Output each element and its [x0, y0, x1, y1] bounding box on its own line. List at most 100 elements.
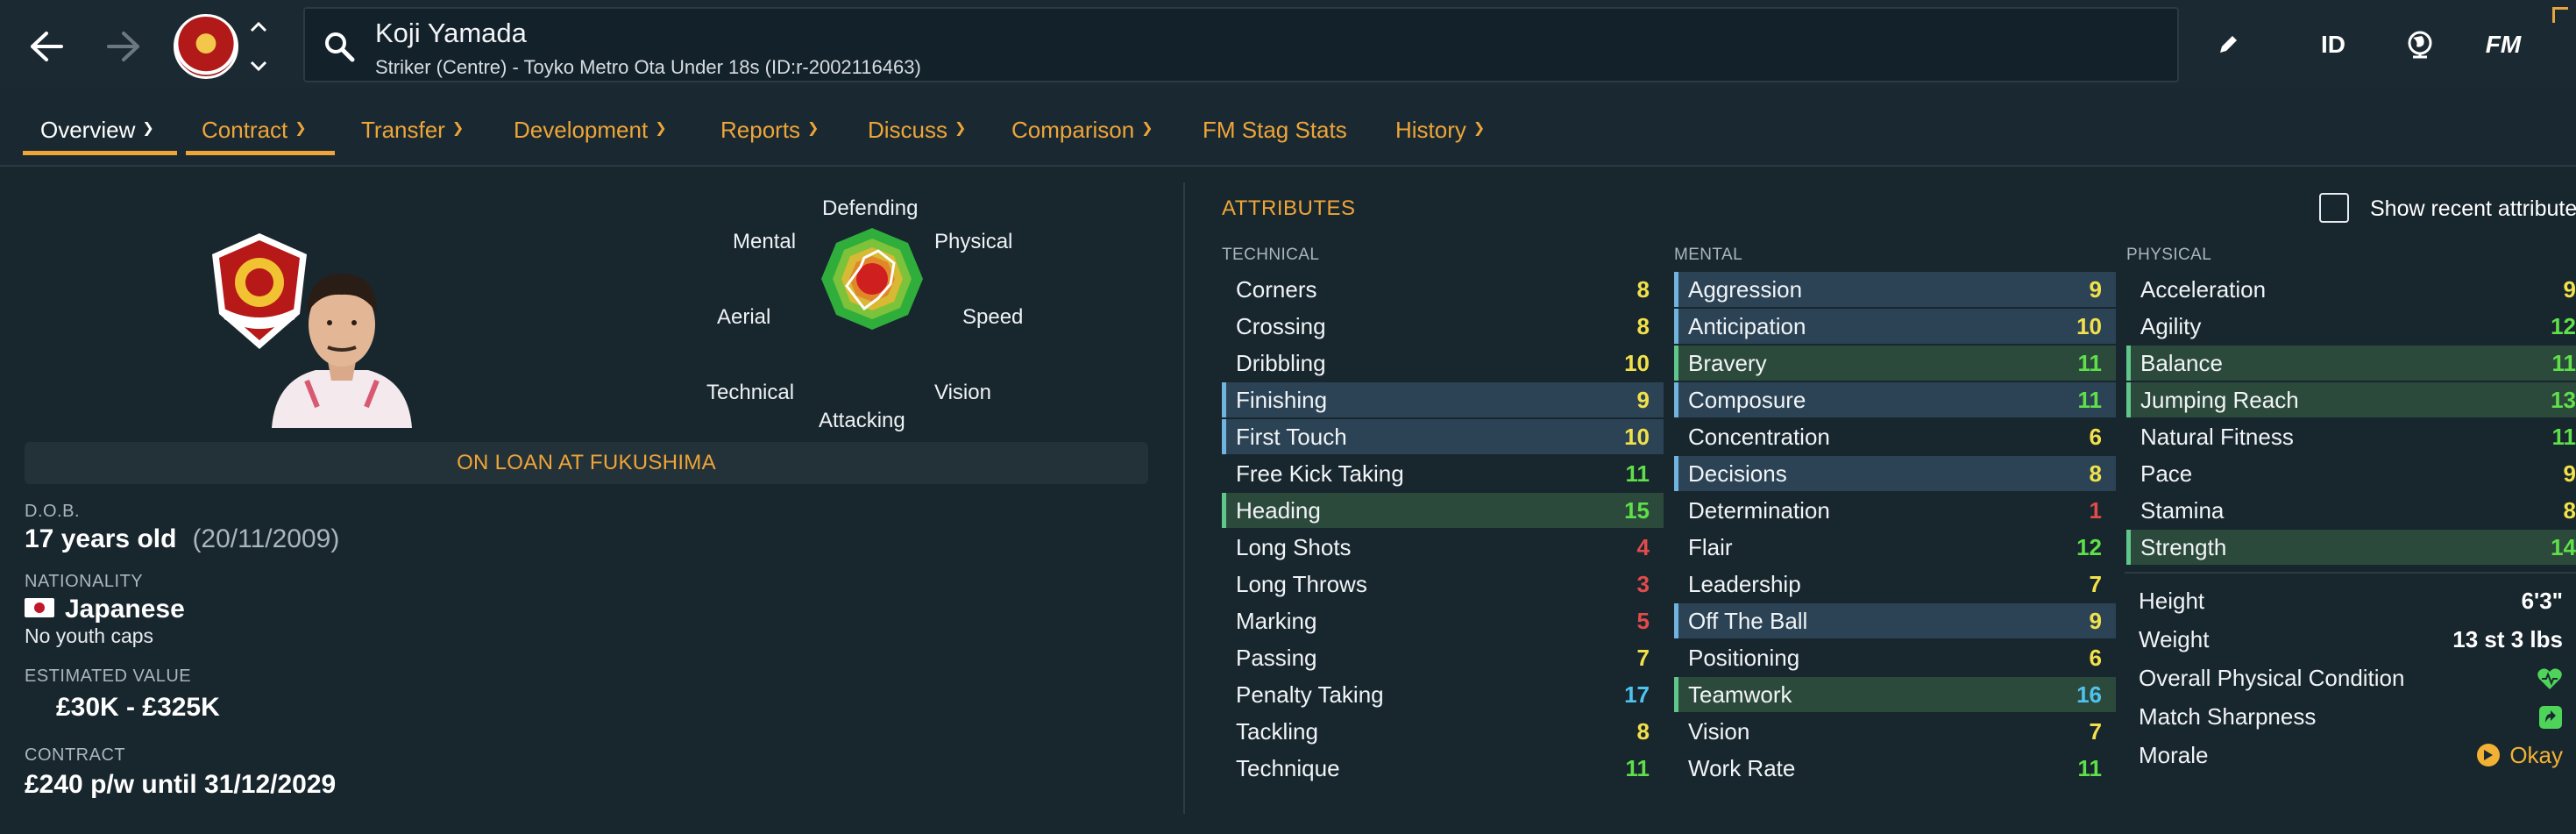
attribute-name: Bravery: [1688, 349, 1767, 376]
loan-status-banner[interactable]: ON LOAN AT FUKUSHIMA: [25, 442, 1148, 484]
attribute-row-long-throws[interactable]: Long Throws 3: [1222, 567, 1664, 602]
attribute-name: Natural Fitness: [2140, 423, 2294, 450]
value-label: ESTIMATED VALUE: [25, 666, 192, 686]
weight-label: Weight: [2139, 626, 2210, 652]
attribute-name: Leadership: [1688, 570, 1801, 597]
tab-development[interactable]: Development ❯: [514, 116, 667, 143]
tab-reports[interactable]: Reports ❯: [720, 116, 820, 143]
attribute-row-penalty-taking[interactable]: Penalty Taking 17: [1222, 677, 1664, 712]
attribute-value: 11: [1625, 754, 1650, 781]
dob-value: 17 years old (20/11/2009): [25, 524, 339, 554]
attribute-value: 11: [2551, 349, 2576, 376]
attribute-row-concentration[interactable]: Concentration 6: [1674, 419, 2116, 454]
attribute-value: 16: [2076, 681, 2102, 708]
attribute-row-teamwork[interactable]: Teamwork 16: [1674, 677, 2116, 712]
attribute-row-free-kick-taking[interactable]: Free Kick Taking 11: [1222, 456, 1664, 491]
player-name: Koji Yamada: [375, 18, 527, 48]
sharpness-row: Match Sharpness: [2125, 698, 2563, 733]
player-overview-panel: Defending Physical Speed Vision Attackin…: [0, 168, 1174, 817]
attribute-row-marking[interactable]: Marking 5: [1222, 603, 1664, 638]
attribute-name: Balance: [2140, 349, 2223, 376]
nationality-value[interactable]: Japanese: [25, 595, 185, 624]
attribute-row-tackling[interactable]: Tackling 8: [1222, 714, 1664, 749]
attribute-row-natural-fitness[interactable]: Natural Fitness 11: [2126, 419, 2576, 454]
sharpness-icon: [2539, 706, 2562, 729]
attribute-name: Pace: [2140, 460, 2193, 487]
attribute-row-bravery[interactable]: Bravery 11: [1674, 346, 2116, 381]
attribute-value: 1: [2089, 496, 2102, 524]
tab-underline: [186, 151, 335, 155]
attribute-row-long-shots[interactable]: Long Shots 4: [1222, 530, 1664, 565]
show-recent-checkbox[interactable]: [2319, 193, 2349, 223]
attribute-row-corners[interactable]: Corners 8: [1222, 272, 1664, 307]
attribute-row-decisions[interactable]: Decisions 8: [1674, 456, 2116, 491]
id-button[interactable]: ID: [2321, 31, 2345, 58]
attribute-row-strength[interactable]: Strength 14: [2126, 530, 2576, 565]
attribute-row-balance[interactable]: Balance 11: [2126, 346, 2576, 381]
contract-value: £240 p/w until 31/12/2029: [25, 770, 337, 799]
back-button[interactable]: [18, 18, 75, 75]
club-switcher[interactable]: [245, 21, 272, 72]
attribute-name: Positioning: [1688, 644, 1800, 671]
fm-button[interactable]: FM: [2485, 31, 2522, 58]
attribute-row-crossing[interactable]: Crossing 8: [1222, 309, 1664, 344]
attribute-name: Crossing: [1236, 312, 1326, 339]
forward-button[interactable]: [95, 18, 153, 75]
pencil-icon[interactable]: [2211, 23, 2246, 67]
attribute-value: 11: [2077, 349, 2103, 376]
attribute-row-jumping-reach[interactable]: Jumping Reach 13: [2126, 382, 2576, 417]
attribute-row-vision[interactable]: Vision 7: [1674, 714, 2116, 749]
tab-fm-stag-stats[interactable]: FM Stag Stats: [1203, 116, 1347, 143]
attribute-row-stamina[interactable]: Stamina 8: [2126, 493, 2576, 528]
attribute-name: Passing: [1236, 644, 1317, 671]
attribute-value: 12: [2551, 312, 2576, 339]
tab-contract[interactable]: Contract ❯: [202, 116, 307, 143]
show-recent-label[interactable]: Show recent attributes: [2370, 196, 2576, 221]
arrow-right-icon: [107, 32, 139, 61]
attribute-value: 11: [1625, 460, 1650, 487]
attribute-name: Free Kick Taking: [1236, 460, 1404, 487]
attribute-row-first-touch[interactable]: First Touch 10: [1222, 419, 1664, 454]
weight-row: Weight 13 st 3 lbs: [2125, 621, 2563, 656]
attribute-name: Composure: [1688, 386, 1806, 413]
attribute-name: Decisions: [1688, 460, 1787, 487]
attribute-row-leadership[interactable]: Leadership 7: [1674, 567, 2116, 602]
morale-row: Morale Okay: [2125, 737, 2563, 772]
attribute-value: 9: [2089, 275, 2102, 303]
club-crest-icon[interactable]: [174, 14, 238, 79]
dob-label: D.O.B.: [25, 502, 81, 521]
attribute-row-work-rate[interactable]: Work Rate 11: [1674, 751, 2116, 786]
tab-history[interactable]: History ❯: [1395, 116, 1486, 143]
attribute-row-positioning[interactable]: Positioning 6: [1674, 640, 2116, 675]
attribute-name: Tackling: [1236, 717, 1318, 745]
attribute-row-technique[interactable]: Technique 11: [1222, 751, 1664, 786]
attribute-row-aggression[interactable]: Aggression 9: [1674, 272, 2116, 307]
attribute-row-passing[interactable]: Passing 7: [1222, 640, 1664, 675]
tab-discuss[interactable]: Discuss ❯: [868, 116, 967, 143]
attribute-row-anticipation[interactable]: Anticipation 10: [1674, 309, 2116, 344]
panel-divider: [1183, 182, 1185, 814]
attribute-row-off-the-ball[interactable]: Off The Ball 9: [1674, 603, 2116, 638]
radar-label-attacking: Attacking: [819, 409, 905, 432]
attribute-value: 3: [1636, 570, 1650, 597]
heart-icon: [2537, 668, 2562, 689]
tab-comparison[interactable]: Comparison ❯: [1011, 116, 1153, 143]
attribute-row-finishing[interactable]: Finishing 9: [1222, 382, 1664, 417]
top-bar: Koji Yamada Striker (Centre) - Toyko Met…: [0, 0, 2576, 89]
attribute-row-acceleration[interactable]: Acceleration 9: [2126, 272, 2576, 307]
player-search-box[interactable]: Koji Yamada Striker (Centre) - Toyko Met…: [303, 7, 2179, 82]
attribute-row-dribbling[interactable]: Dribbling 10: [1222, 346, 1664, 381]
tab-transfer[interactable]: Transfer ❯: [361, 116, 465, 143]
attribute-row-agility[interactable]: Agility 12: [2126, 309, 2576, 344]
estimated-value: £30K - £325K: [56, 693, 220, 722]
attribute-row-pace[interactable]: Pace 9: [2126, 456, 2576, 491]
attribute-row-composure[interactable]: Composure 11: [1674, 382, 2116, 417]
player-photo: [272, 274, 412, 428]
globe-icon[interactable]: [2398, 23, 2442, 67]
attribute-row-flair[interactable]: Flair 12: [1674, 530, 2116, 565]
attribute-name: Long Shots: [1236, 533, 1352, 560]
attribute-row-determination[interactable]: Determination 1: [1674, 493, 2116, 528]
tab-overview[interactable]: Overview ❯: [40, 116, 154, 143]
attribute-name: Corners: [1236, 275, 1317, 303]
attribute-row-heading[interactable]: Heading 15: [1222, 493, 1664, 528]
